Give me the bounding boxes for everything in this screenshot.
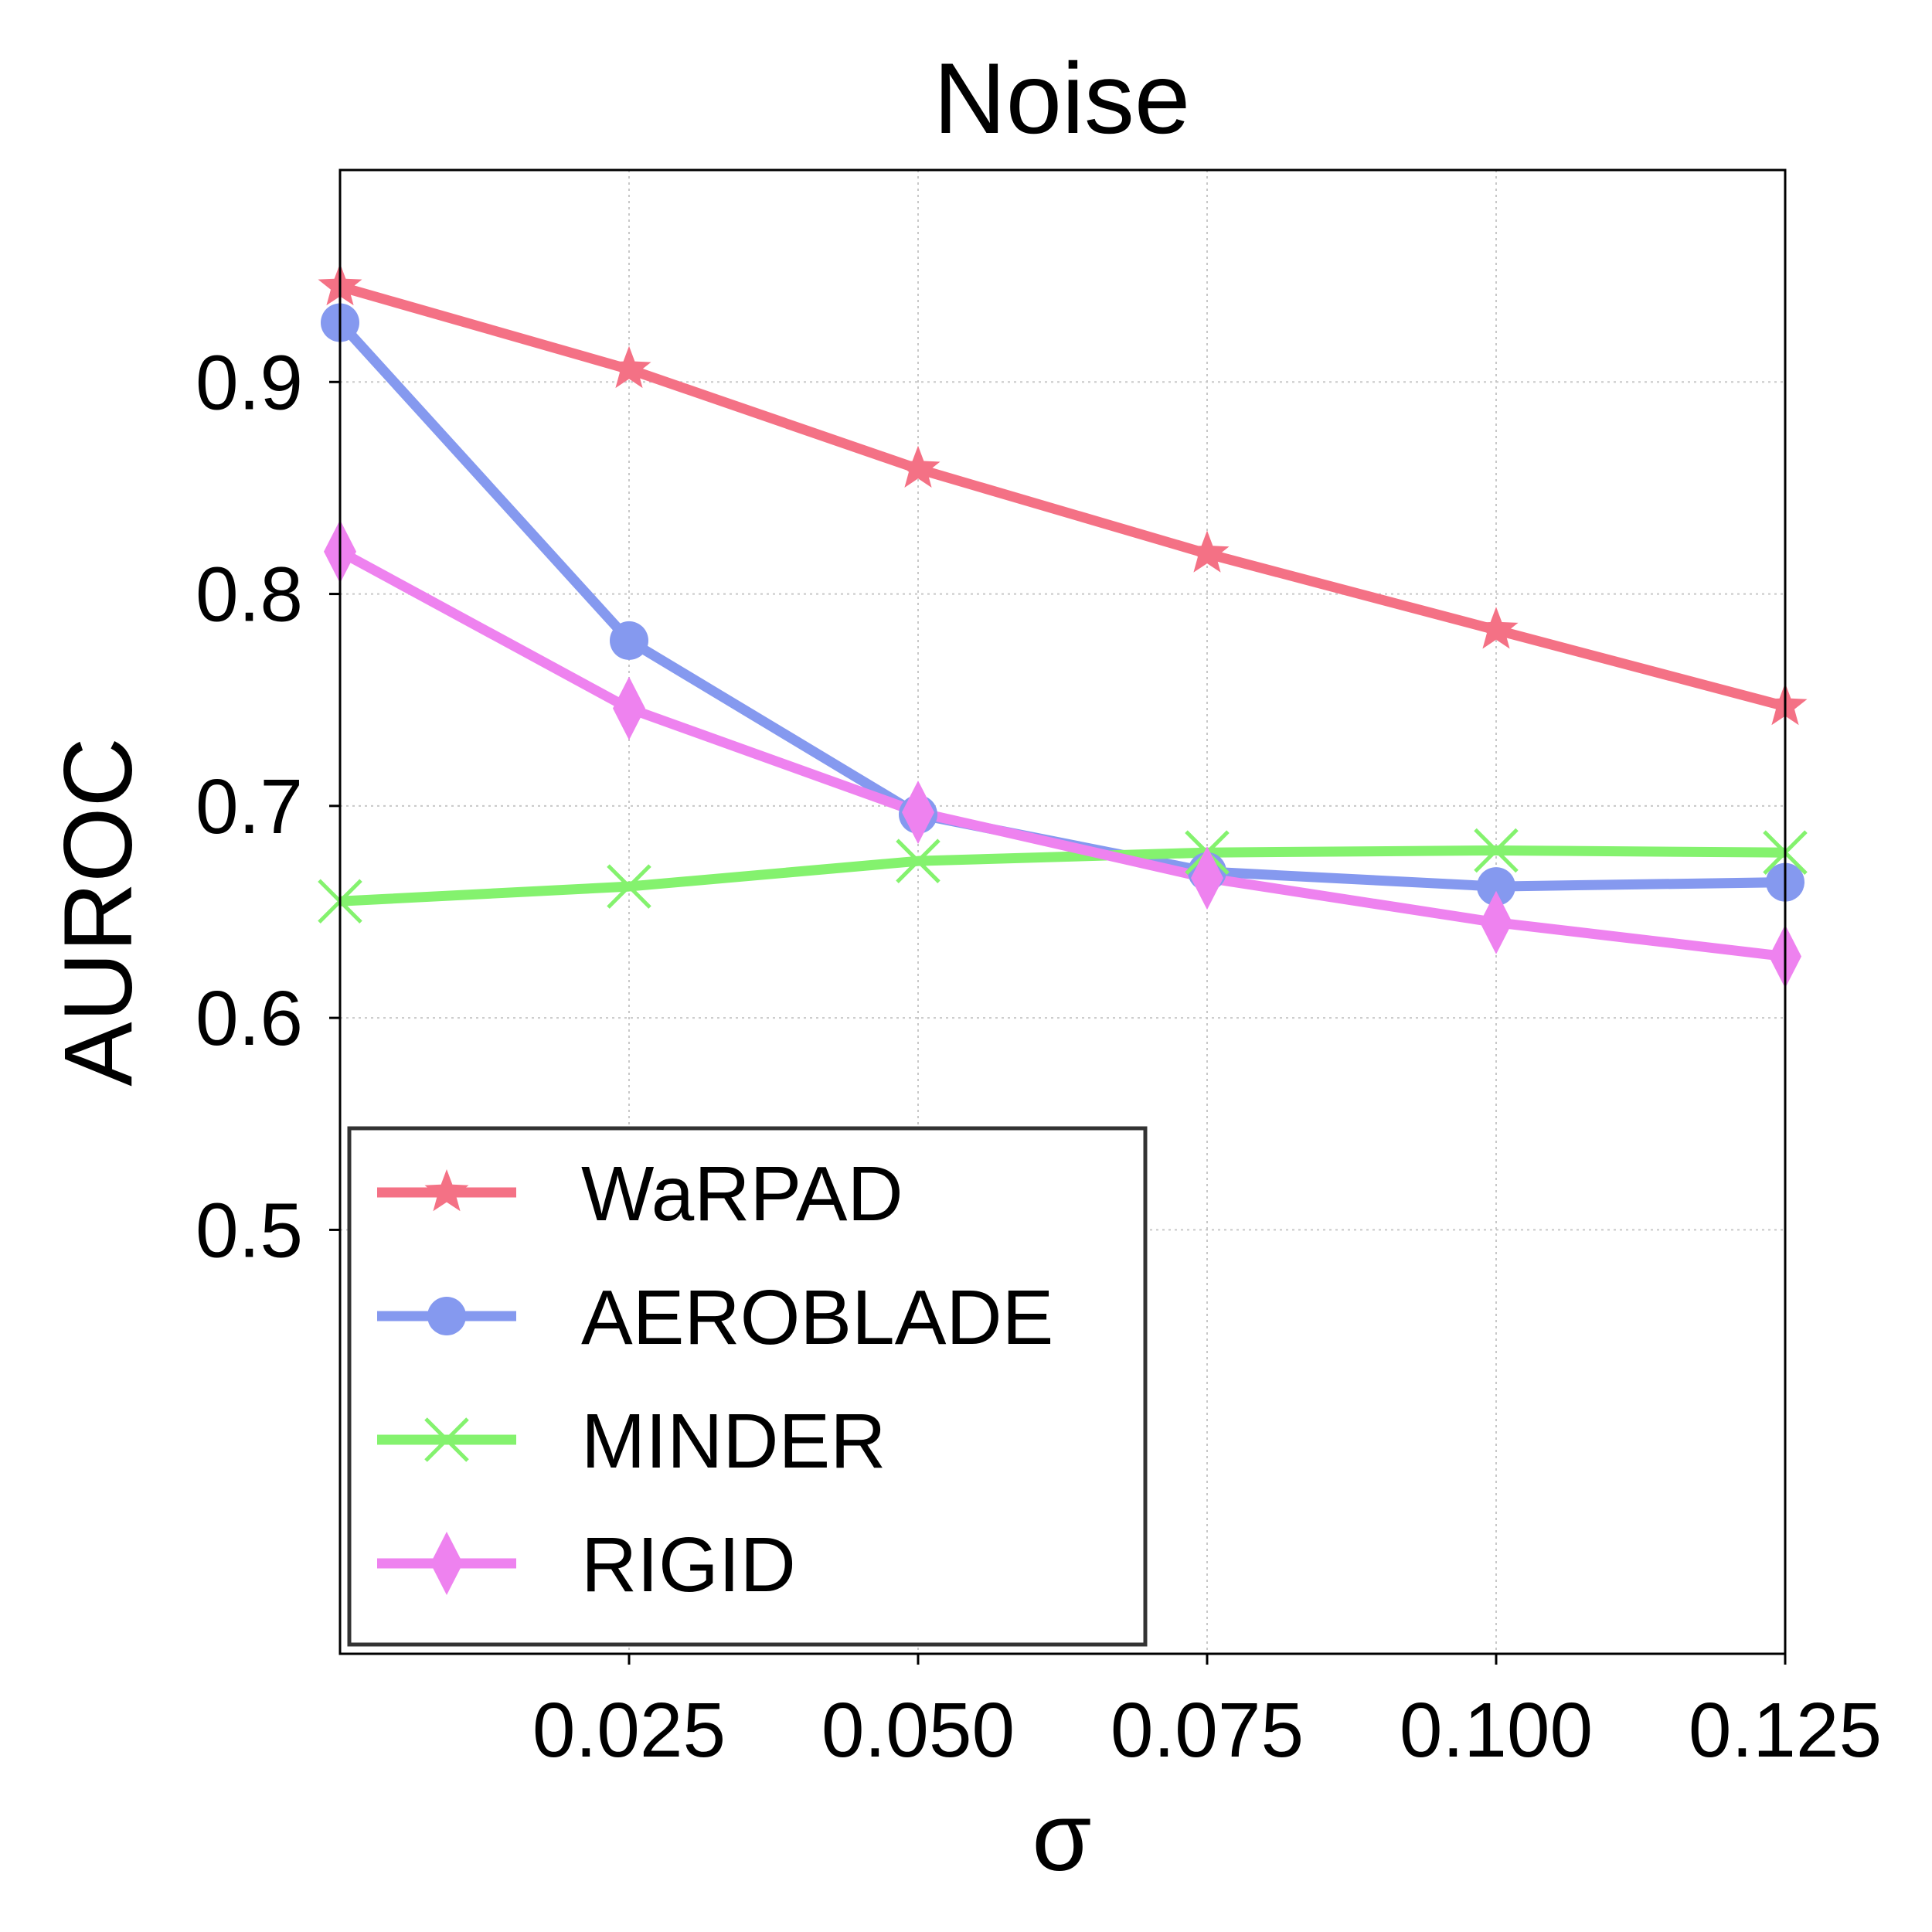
x-tick-label: 0.075 — [1111, 1687, 1304, 1774]
x-axis: 0.025 0.050 0.075 0.100 0.125 — [532, 1654, 1882, 1774]
data-point-aeroblade — [1477, 867, 1515, 906]
y-tick-label: 0.9 — [196, 339, 303, 426]
legend-marker-minder — [424, 1417, 469, 1462]
x-tick-label: 0.025 — [532, 1687, 726, 1774]
series-line-rigid — [337, 547, 1786, 962]
y-tick-label: 0.8 — [196, 552, 303, 638]
y-tick-label: 0.7 — [196, 764, 303, 850]
x-tick-label: 0.125 — [1689, 1687, 1882, 1774]
legend: WaRPAD AEROBLADE MINDER RIGID — [347, 1126, 1148, 1647]
y-tick-label: 0.6 — [196, 975, 303, 1062]
legend-label-rigid: RIGID — [581, 1522, 796, 1608]
data-point-minder — [896, 838, 940, 883]
legend-label-warpad: WaRPAD — [581, 1151, 903, 1237]
y-axis: 0.5 0.6 0.7 0.8 0.9 — [196, 339, 340, 1274]
data-point-rigid — [613, 676, 645, 740]
x-axis-label: σ — [1032, 1784, 1091, 1891]
data-point-aeroblade — [610, 621, 648, 660]
y-axis-label: AUROC — [45, 737, 152, 1086]
data-point-rigid — [1480, 890, 1512, 954]
series-lines — [336, 281, 1787, 962]
legend-marker-warpad — [424, 1169, 469, 1212]
x-tick-label: 0.050 — [821, 1687, 1015, 1774]
data-point-warpad — [1474, 607, 1519, 649]
data-point-rigid — [1191, 846, 1223, 910]
legend-marker-rigid — [430, 1532, 463, 1595]
data-point-minder — [607, 864, 651, 909]
data-point-rigid — [902, 781, 934, 845]
series-line-minder — [339, 845, 1786, 906]
data-point-warpad — [607, 345, 651, 389]
legend-marker-aeroblade — [427, 1297, 466, 1335]
chart-title: Noise — [934, 42, 1190, 155]
plot-frame — [338, 168, 1787, 1655]
y-tick-label: 0.5 — [196, 1187, 303, 1274]
series-line-warpad — [338, 281, 1787, 712]
legend-label-minder: MINDER — [581, 1398, 886, 1485]
data-point-warpad — [1185, 530, 1230, 573]
legend-label-aeroblade: AEROBLADE — [581, 1274, 1053, 1361]
x-tick-label: 0.100 — [1400, 1687, 1593, 1774]
data-point-minder — [1474, 828, 1519, 873]
data-point-warpad — [896, 445, 940, 488]
